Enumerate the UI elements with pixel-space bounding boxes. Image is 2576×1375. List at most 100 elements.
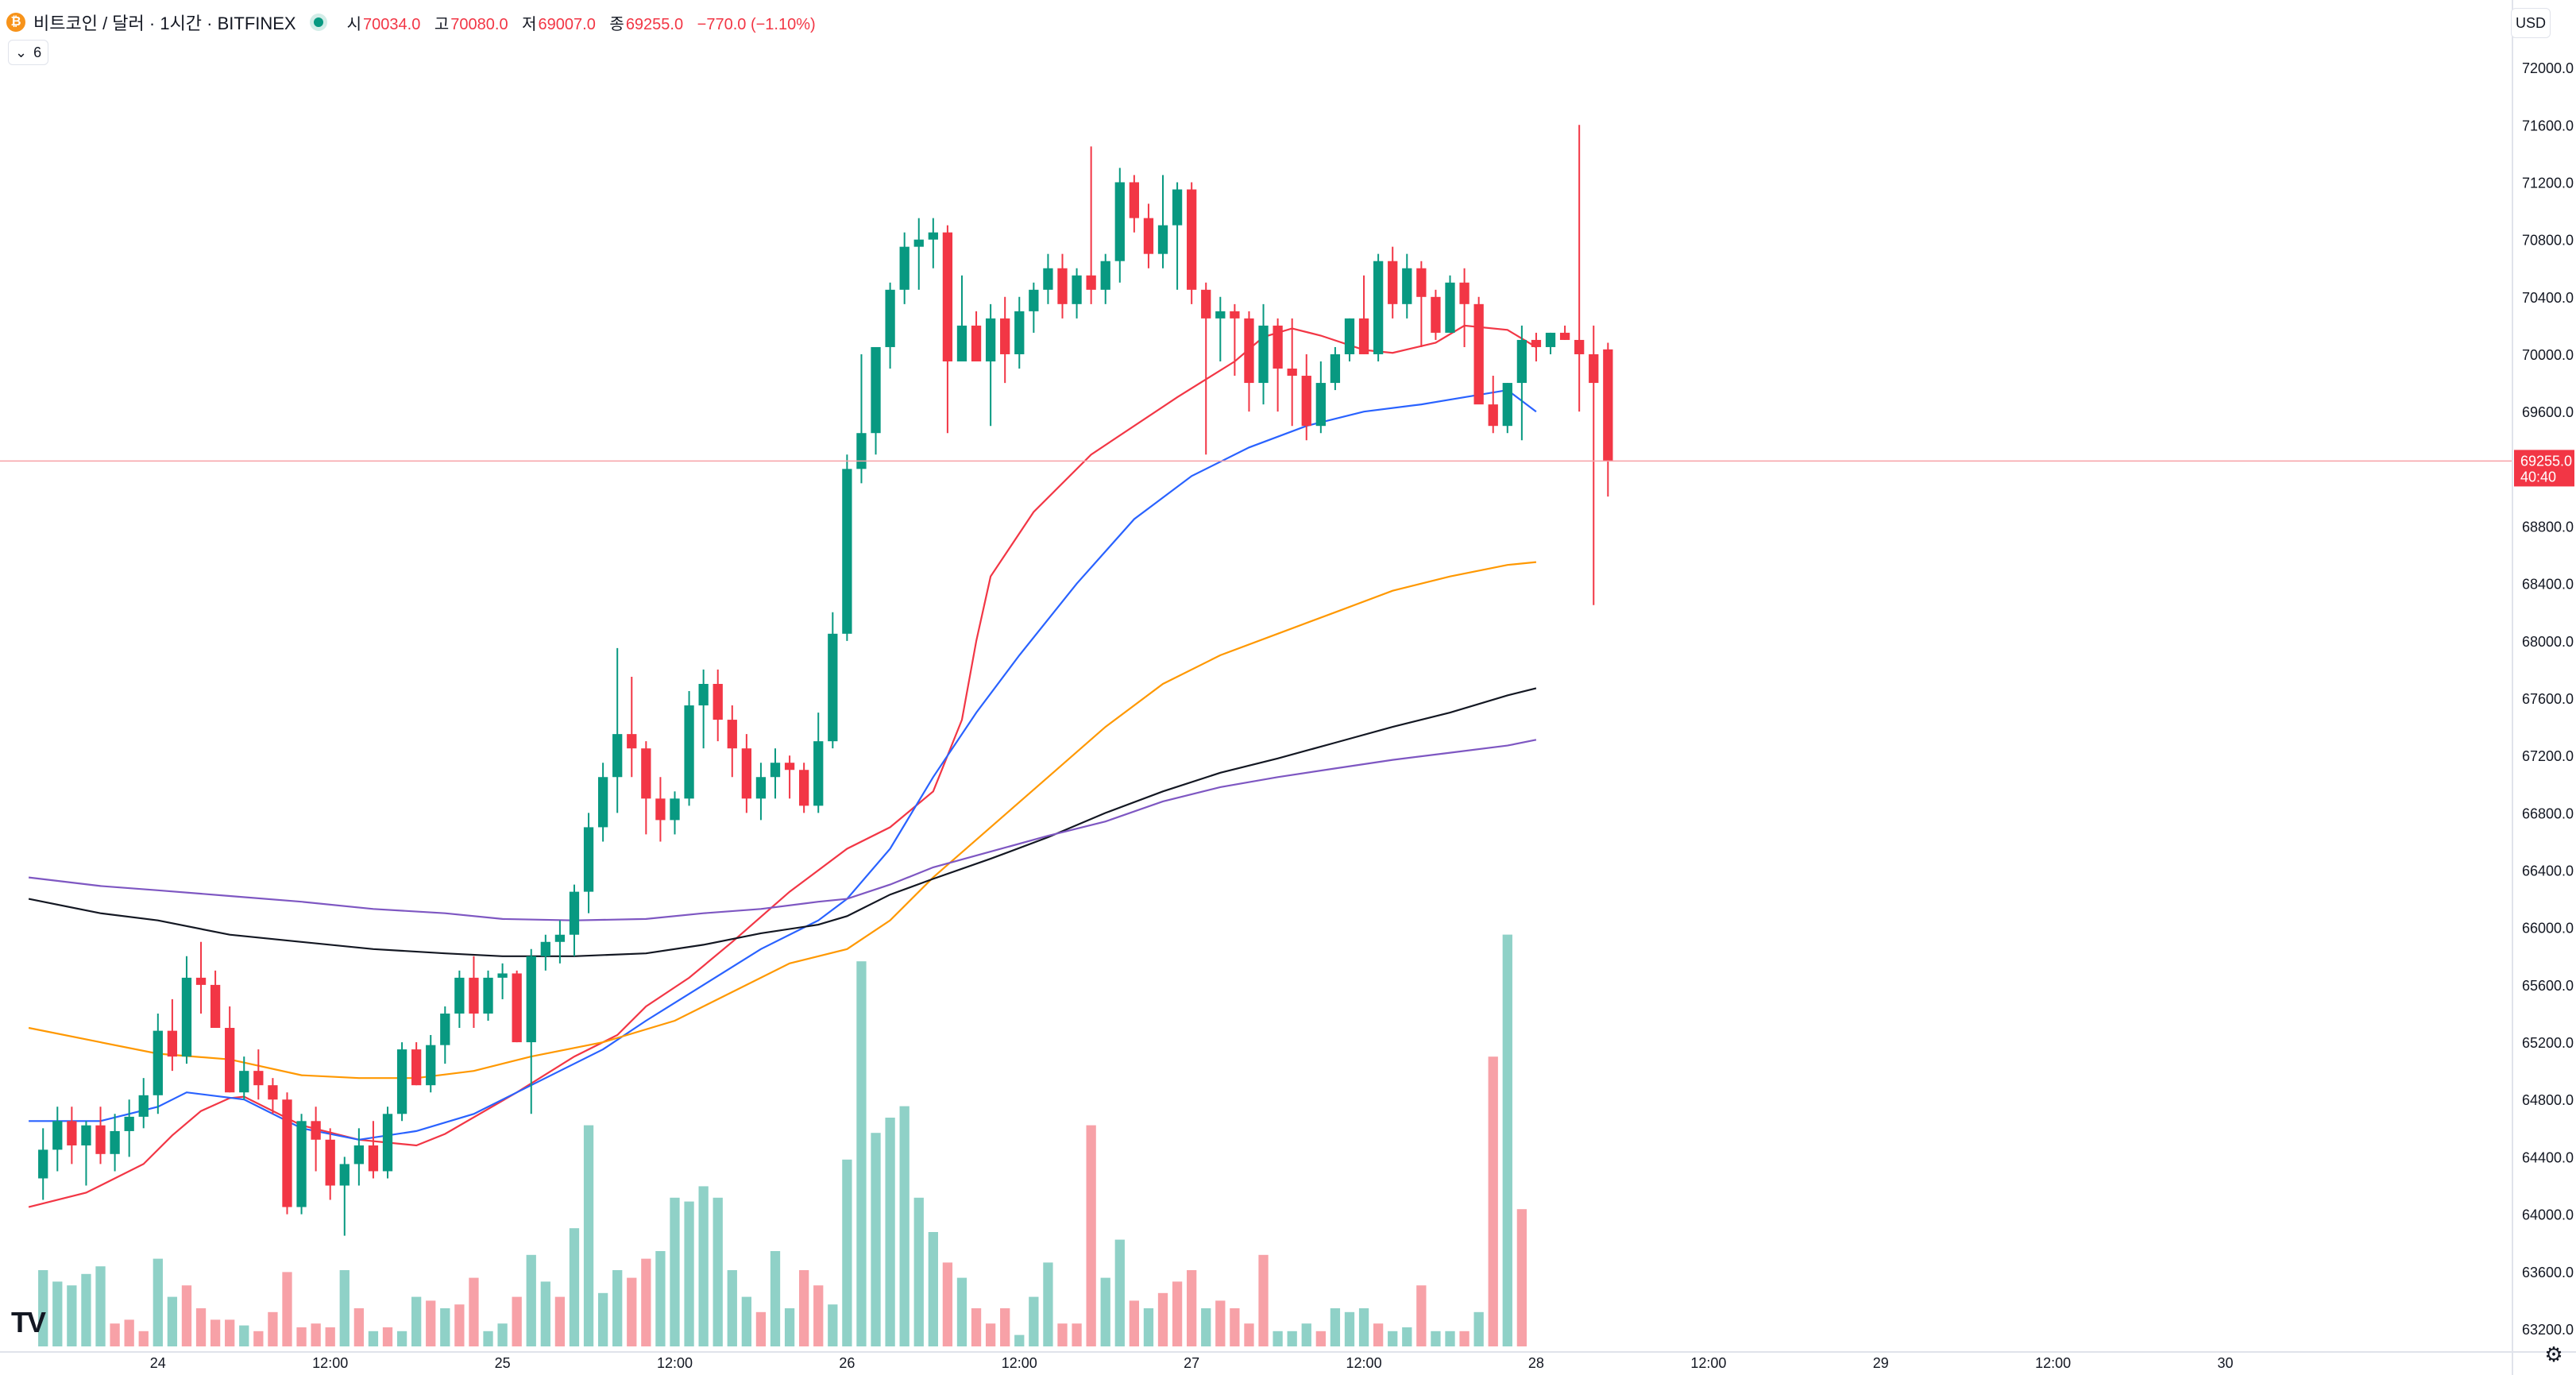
volume-bar — [569, 1228, 580, 1346]
candle — [1143, 203, 1154, 268]
symbol-title[interactable]: 비트코인 / 달러 · 1시간 · BITFINEX — [33, 14, 296, 33]
candle — [1330, 346, 1341, 391]
volume-bar — [368, 1331, 379, 1346]
high-label: 고 — [434, 15, 450, 33]
time-tick-label: 25 — [495, 1355, 511, 1371]
volume-bar — [225, 1319, 235, 1346]
candle — [1459, 268, 1470, 347]
volume-bar — [1000, 1308, 1010, 1346]
price-tick-label: 64400.0 — [2522, 1149, 2574, 1165]
candle — [1301, 353, 1311, 441]
candle — [1215, 296, 1226, 361]
volume-bar — [153, 1258, 163, 1346]
volume-bar — [1258, 1254, 1269, 1346]
volume-bar — [1244, 1323, 1254, 1346]
volume-bar — [942, 1262, 953, 1346]
candle-body — [253, 1071, 264, 1086]
volume-bar — [311, 1323, 321, 1346]
candle-body — [210, 984, 221, 1029]
candle-body — [583, 827, 594, 892]
price-tick-label: 70000.0 — [2522, 347, 2574, 363]
candle-body — [225, 1028, 235, 1093]
candle — [1445, 275, 1455, 333]
candle — [612, 647, 623, 813]
candle-body — [1603, 349, 1613, 462]
candle — [195, 941, 207, 1014]
volume-bar — [512, 1296, 522, 1346]
volume-bar — [181, 1285, 192, 1346]
volume-bar — [124, 1319, 134, 1346]
volume-bar — [469, 1277, 479, 1346]
volume-bar — [81, 1273, 91, 1346]
candle-body — [95, 1125, 106, 1154]
volume-bar — [1043, 1262, 1053, 1346]
candle-body — [311, 1121, 321, 1140]
candle-body — [469, 977, 479, 1014]
time-tick-label: 27 — [1184, 1355, 1199, 1371]
last-price-label: 69255.0 — [2520, 453, 2572, 469]
volume-bar — [411, 1296, 422, 1346]
volume-bar — [641, 1258, 651, 1346]
candle-body — [799, 770, 809, 806]
candle-body — [1416, 268, 1427, 297]
candle-body — [440, 1013, 450, 1045]
tradingview-logo[interactable]: TV — [11, 1306, 46, 1338]
candle-body — [1488, 404, 1498, 427]
candle — [713, 669, 723, 742]
volume-bar — [1187, 1270, 1197, 1346]
candle — [268, 1078, 278, 1114]
market-open-icon — [313, 17, 323, 27]
volume-bar — [1230, 1308, 1240, 1346]
volume-bar — [842, 1159, 852, 1346]
candle — [1157, 175, 1168, 268]
candle-body — [411, 1049, 422, 1086]
volume-bar — [856, 961, 867, 1346]
volume-bar — [1201, 1308, 1211, 1346]
time-tick-label: 12:00 — [657, 1355, 693, 1371]
volume-bar — [1143, 1308, 1154, 1346]
candle — [526, 948, 536, 1114]
candle-body — [81, 1125, 91, 1145]
candle-body — [382, 1114, 393, 1172]
price-tick-label: 65600.0 — [2522, 978, 2574, 994]
candle-body — [282, 1099, 292, 1207]
volume-bar — [167, 1296, 178, 1346]
time-tick-label: 12:00 — [312, 1355, 348, 1371]
candle — [913, 218, 924, 290]
candle-body — [1287, 369, 1297, 377]
candle-body — [67, 1121, 77, 1145]
indicators-toggle-button[interactable]: ⌄ 6 — [8, 40, 49, 65]
currency-button[interactable]: USD — [2511, 8, 2551, 38]
candle-body — [813, 741, 824, 806]
volume-bar — [1014, 1334, 1025, 1346]
gear-icon[interactable]: ⚙ — [2544, 1342, 2563, 1366]
volume-bar — [1488, 1056, 1498, 1346]
candle-body — [1215, 311, 1226, 319]
volume-bar — [755, 1311, 767, 1346]
price-tick-label: 70400.0 — [2522, 290, 2574, 306]
candle — [311, 1107, 321, 1172]
candle — [1603, 342, 1613, 497]
ohlc-values: 시 70034.0 고 70080.0 저 69007.0 종 69255.0 −770… — [347, 11, 825, 34]
candle — [1258, 303, 1269, 405]
candle — [1244, 311, 1254, 412]
candle — [1057, 253, 1068, 319]
price-tick-label: 63200.0 — [2522, 1322, 2574, 1338]
volume-bar — [282, 1272, 292, 1346]
candle — [1416, 261, 1427, 347]
candle-body — [755, 777, 767, 799]
candle-body — [368, 1145, 379, 1172]
candle — [1559, 325, 1570, 340]
candle — [1129, 175, 1140, 233]
candle — [1187, 182, 1197, 304]
candle-body — [1459, 282, 1470, 304]
candle-body — [124, 1116, 134, 1131]
candle — [181, 956, 192, 1064]
candle-body — [1014, 311, 1025, 354]
volume-bar — [554, 1296, 566, 1346]
candle-body — [1029, 289, 1039, 311]
candle-body — [985, 318, 996, 361]
